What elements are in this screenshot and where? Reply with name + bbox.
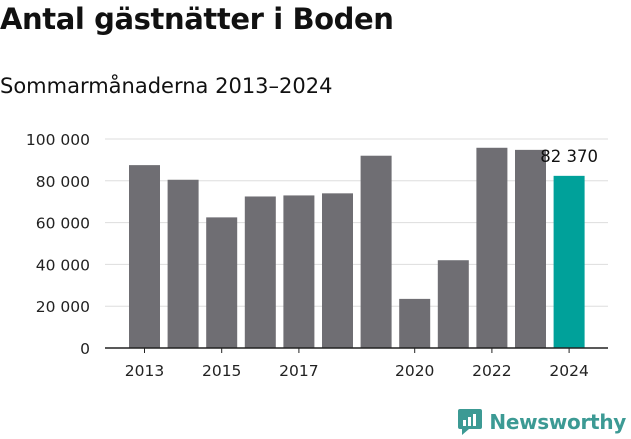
chart-title: Antal gästnätter i Boden <box>0 2 394 36</box>
y-tick-label: 80 000 <box>36 173 90 191</box>
y-tick-label: 40 000 <box>36 256 90 274</box>
bar-2018 <box>322 193 353 348</box>
bar-2017 <box>283 195 315 348</box>
y-tick-label: 20 000 <box>36 298 90 316</box>
x-tick-label: 2020 <box>395 362 434 380</box>
y-tick-label: 100 000 <box>26 131 90 149</box>
x-tick-label: 2017 <box>279 362 318 380</box>
chart-subtitle: Sommarmånaderna 2013–2024 <box>0 74 333 98</box>
bar-2023 <box>515 149 546 348</box>
y-tick-label: 60 000 <box>36 215 90 233</box>
y-tick-label: 0 <box>80 340 90 358</box>
bar-2022 <box>476 147 508 348</box>
axes <box>105 347 608 353</box>
bar-2024 <box>553 175 585 348</box>
bar-2016 <box>244 196 276 348</box>
brand-name: Newsworthy <box>489 410 626 434</box>
newsworthy-logo-icon <box>458 409 483 435</box>
newsworthy-brand: Newsworthy <box>457 408 626 436</box>
bar-2021 <box>437 260 469 348</box>
bar-2020 <box>399 298 431 348</box>
bar-2019 <box>360 155 392 348</box>
bar-2015 <box>206 217 238 348</box>
bar-2014 <box>167 179 199 348</box>
bar-2013 <box>129 165 160 348</box>
labels: 0 20 000 40 000 60 000 80 000 100 000 2013 2015… <box>26 131 598 380</box>
x-tick-label: 2013 <box>125 362 164 380</box>
x-tick-label: 2022 <box>472 362 511 380</box>
data-label: 82 370 <box>540 147 598 166</box>
x-tick-label: 2015 <box>202 362 241 380</box>
x-tick-label: 2024 <box>549 362 588 380</box>
bars <box>129 147 585 348</box>
